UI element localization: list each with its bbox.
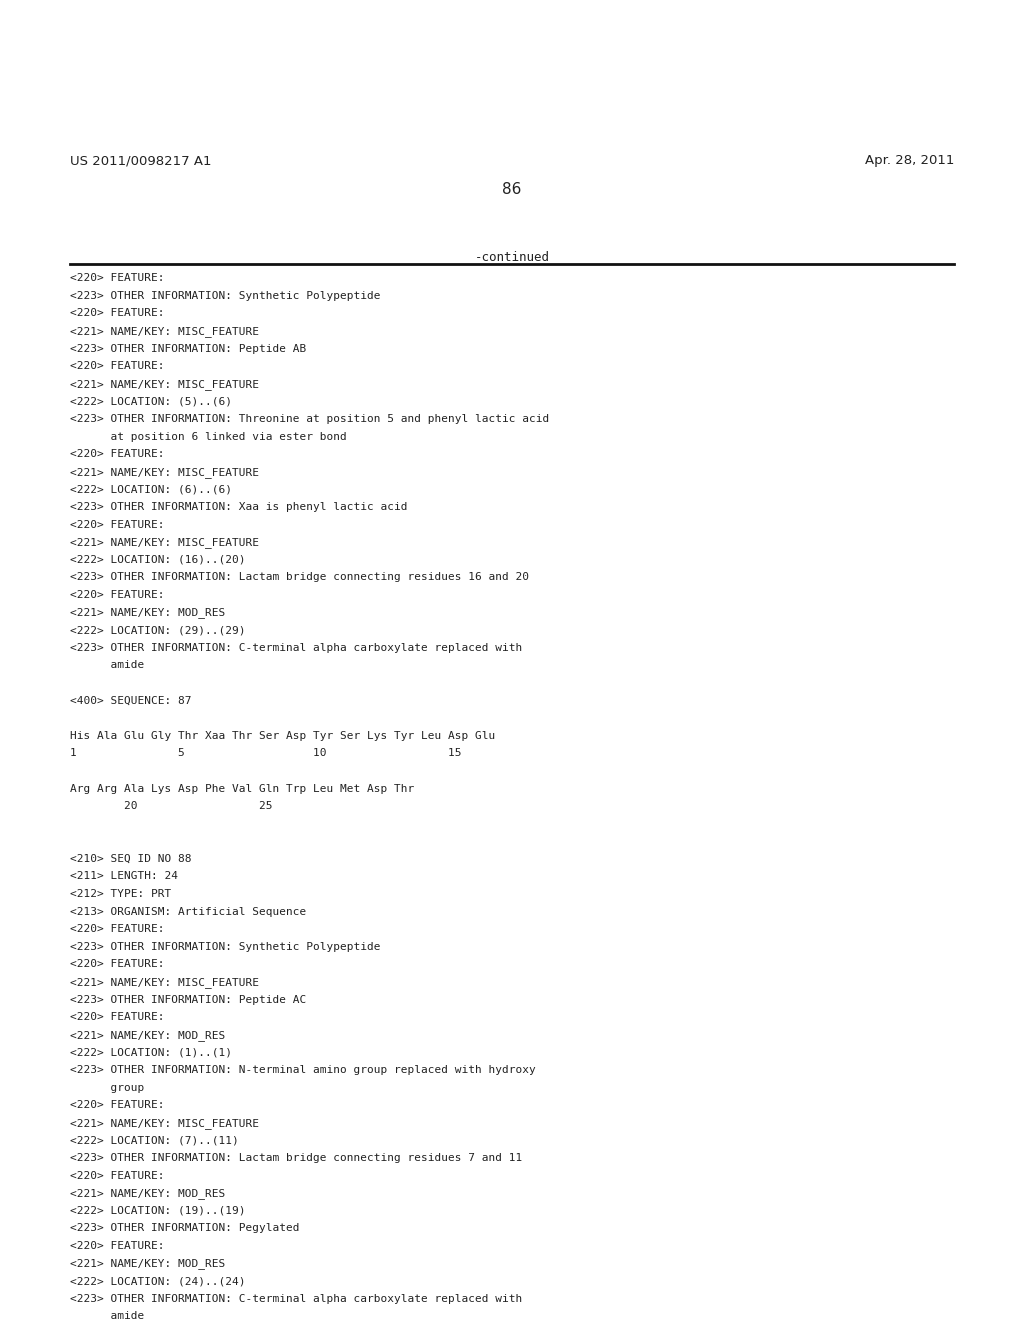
Text: <223> OTHER INFORMATION: Pegylated: <223> OTHER INFORMATION: Pegylated	[70, 1224, 299, 1233]
Text: 86: 86	[503, 182, 521, 197]
Text: <221> NAME/KEY: MISC_FEATURE: <221> NAME/KEY: MISC_FEATURE	[70, 467, 259, 478]
Text: <221> NAME/KEY: MOD_RES: <221> NAME/KEY: MOD_RES	[70, 1258, 225, 1270]
Text: <221> NAME/KEY: MOD_RES: <221> NAME/KEY: MOD_RES	[70, 607, 225, 619]
Text: <220> FEATURE:: <220> FEATURE:	[70, 362, 164, 371]
Text: His Ala Glu Gly Thr Xaa Thr Ser Asp Tyr Ser Lys Tyr Leu Asp Glu: His Ala Glu Gly Thr Xaa Thr Ser Asp Tyr …	[70, 731, 495, 741]
Text: <220> FEATURE:: <220> FEATURE:	[70, 1012, 164, 1022]
Text: <220> FEATURE:: <220> FEATURE:	[70, 1101, 164, 1110]
Text: <223> OTHER INFORMATION: Synthetic Polypeptide: <223> OTHER INFORMATION: Synthetic Polyp…	[70, 290, 380, 301]
Text: Arg Arg Ala Lys Asp Phe Val Gln Trp Leu Met Asp Thr: Arg Arg Ala Lys Asp Phe Val Gln Trp Leu …	[70, 784, 414, 793]
Text: <222> LOCATION: (6)..(6): <222> LOCATION: (6)..(6)	[70, 484, 231, 495]
Text: amide: amide	[70, 1311, 144, 1320]
Text: <223> OTHER INFORMATION: Peptide AC: <223> OTHER INFORMATION: Peptide AC	[70, 995, 306, 1005]
Text: <221> NAME/KEY: MISC_FEATURE: <221> NAME/KEY: MISC_FEATURE	[70, 1118, 259, 1129]
Text: at position 6 linked via ester bond: at position 6 linked via ester bond	[70, 432, 346, 442]
Text: <223> OTHER INFORMATION: Synthetic Polypeptide: <223> OTHER INFORMATION: Synthetic Polyp…	[70, 942, 380, 952]
Text: US 2011/0098217 A1: US 2011/0098217 A1	[70, 154, 211, 168]
Text: <223> OTHER INFORMATION: Peptide AB: <223> OTHER INFORMATION: Peptide AB	[70, 343, 306, 354]
Text: <222> LOCATION: (16)..(20): <222> LOCATION: (16)..(20)	[70, 554, 245, 565]
Text: <220> FEATURE:: <220> FEATURE:	[70, 449, 164, 459]
Text: <221> NAME/KEY: MISC_FEATURE: <221> NAME/KEY: MISC_FEATURE	[70, 977, 259, 987]
Text: 1               5                   10                  15: 1 5 10 15	[70, 748, 461, 758]
Text: <212> TYPE: PRT: <212> TYPE: PRT	[70, 890, 171, 899]
Text: <213> ORGANISM: Artificial Sequence: <213> ORGANISM: Artificial Sequence	[70, 907, 306, 916]
Text: 20                  25: 20 25	[70, 801, 272, 810]
Text: Apr. 28, 2011: Apr. 28, 2011	[865, 154, 954, 168]
Text: <223> OTHER INFORMATION: C-terminal alpha carboxylate replaced with: <223> OTHER INFORMATION: C-terminal alph…	[70, 1294, 522, 1304]
Text: <220> FEATURE:: <220> FEATURE:	[70, 520, 164, 529]
Text: group: group	[70, 1082, 144, 1093]
Text: <222> LOCATION: (19)..(19): <222> LOCATION: (19)..(19)	[70, 1205, 245, 1216]
Text: <222> LOCATION: (5)..(6): <222> LOCATION: (5)..(6)	[70, 396, 231, 407]
Text: <400> SEQUENCE: 87: <400> SEQUENCE: 87	[70, 696, 191, 705]
Text: <220> FEATURE:: <220> FEATURE:	[70, 309, 164, 318]
Text: <222> LOCATION: (24)..(24): <222> LOCATION: (24)..(24)	[70, 1276, 245, 1286]
Text: <223> OTHER INFORMATION: N-terminal amino group replaced with hydroxy: <223> OTHER INFORMATION: N-terminal amin…	[70, 1065, 536, 1074]
Text: <221> NAME/KEY: MISC_FEATURE: <221> NAME/KEY: MISC_FEATURE	[70, 537, 259, 548]
Text: <220> FEATURE:: <220> FEATURE:	[70, 273, 164, 284]
Text: <221> NAME/KEY: MISC_FEATURE: <221> NAME/KEY: MISC_FEATURE	[70, 326, 259, 337]
Text: <223> OTHER INFORMATION: Lactam bridge connecting residues 16 and 20: <223> OTHER INFORMATION: Lactam bridge c…	[70, 573, 528, 582]
Text: <222> LOCATION: (29)..(29): <222> LOCATION: (29)..(29)	[70, 626, 245, 635]
Text: <221> NAME/KEY: MISC_FEATURE: <221> NAME/KEY: MISC_FEATURE	[70, 379, 259, 389]
Text: <222> LOCATION: (7)..(11): <222> LOCATION: (7)..(11)	[70, 1135, 239, 1146]
Text: <223> OTHER INFORMATION: C-terminal alpha carboxylate replaced with: <223> OTHER INFORMATION: C-terminal alph…	[70, 643, 522, 653]
Text: <221> NAME/KEY: MOD_RES: <221> NAME/KEY: MOD_RES	[70, 1030, 225, 1040]
Text: <223> OTHER INFORMATION: Threonine at position 5 and phenyl lactic acid: <223> OTHER INFORMATION: Threonine at po…	[70, 414, 549, 424]
Text: <220> FEATURE:: <220> FEATURE:	[70, 1241, 164, 1251]
Text: <220> FEATURE:: <220> FEATURE:	[70, 960, 164, 969]
Text: <223> OTHER INFORMATION: Lactam bridge connecting residues 7 and 11: <223> OTHER INFORMATION: Lactam bridge c…	[70, 1154, 522, 1163]
Text: <220> FEATURE:: <220> FEATURE:	[70, 924, 164, 935]
Text: -continued: -continued	[474, 251, 550, 264]
Text: <210> SEQ ID NO 88: <210> SEQ ID NO 88	[70, 854, 191, 863]
Text: <211> LENGTH: 24: <211> LENGTH: 24	[70, 871, 177, 882]
Text: <220> FEATURE:: <220> FEATURE:	[70, 1171, 164, 1180]
Text: <221> NAME/KEY: MOD_RES: <221> NAME/KEY: MOD_RES	[70, 1188, 225, 1199]
Text: <222> LOCATION: (1)..(1): <222> LOCATION: (1)..(1)	[70, 1048, 231, 1057]
Text: <220> FEATURE:: <220> FEATURE:	[70, 590, 164, 601]
Text: amide: amide	[70, 660, 144, 671]
Text: <223> OTHER INFORMATION: Xaa is phenyl lactic acid: <223> OTHER INFORMATION: Xaa is phenyl l…	[70, 502, 408, 512]
